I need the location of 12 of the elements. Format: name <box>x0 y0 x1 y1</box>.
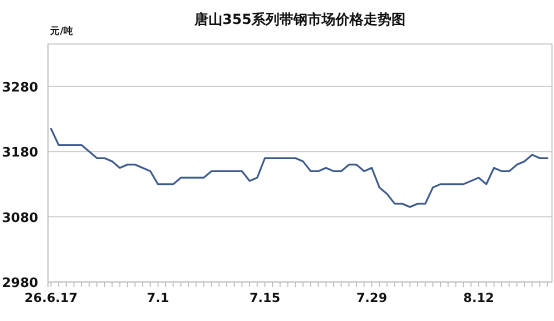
x-tick-label: 7.29 <box>356 290 388 305</box>
y-tick-label: 3280 <box>2 80 38 96</box>
y-tick-label: 2980 <box>2 276 38 291</box>
x-tick-label: 7.1 <box>146 290 170 305</box>
x-tick-label: 7.15 <box>249 290 280 305</box>
line-series <box>50 128 548 208</box>
y-tick-label: 3080 <box>2 210 38 226</box>
y-axis-title: 元/吨 <box>49 25 74 37</box>
chart-title: 唐山355系列带钢市场价格走势图 <box>193 11 406 28</box>
x-tick-label: 8.12 <box>463 290 494 305</box>
y-tick-label: 3180 <box>2 146 38 161</box>
x-tick-label: 26.6.17 <box>24 290 78 305</box>
